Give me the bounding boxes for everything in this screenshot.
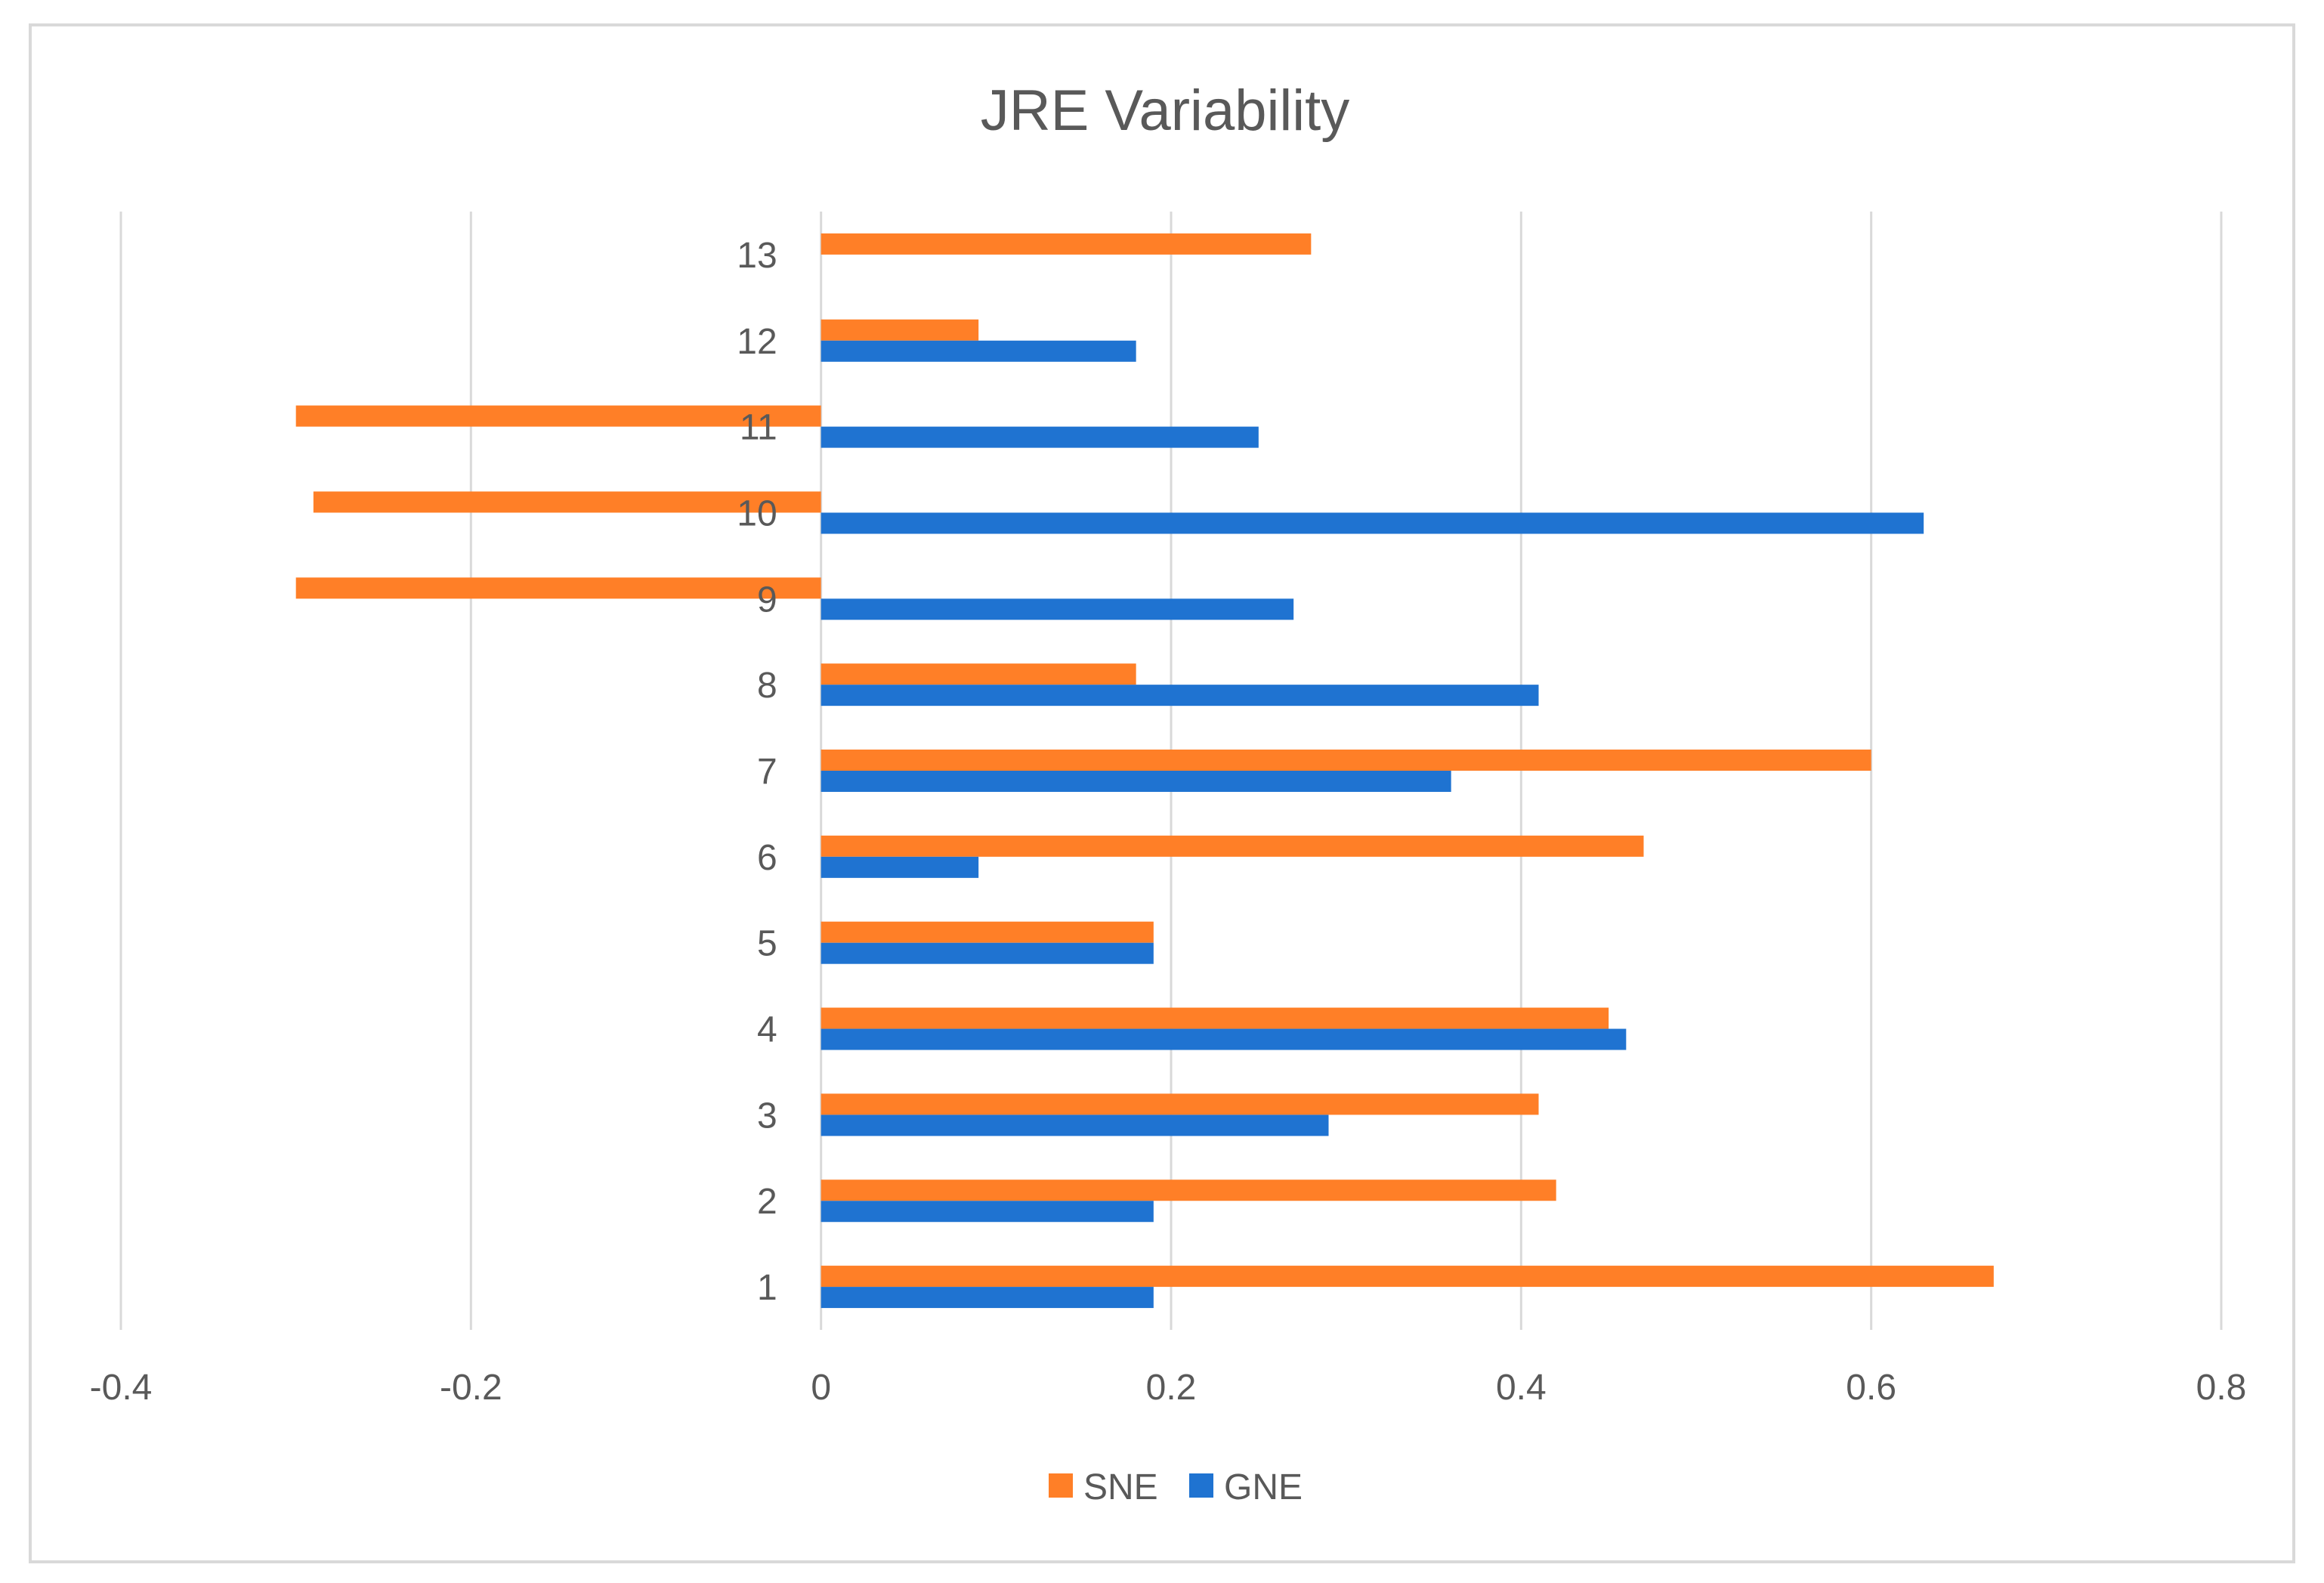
bar-gne-11	[821, 426, 1259, 448]
y-tick-label-6: 6	[757, 838, 777, 878]
y-tick-label-8: 8	[757, 666, 777, 706]
x-tick-label-2: 0	[811, 1368, 831, 1408]
bar-gne-9	[821, 598, 1294, 620]
chart-border	[29, 23, 2295, 1563]
bar-gne-8	[821, 685, 1539, 706]
bar-sne-9	[295, 577, 821, 599]
bar-sne-2	[821, 1180, 1556, 1201]
legend: SNE GNE	[1049, 1467, 1303, 1507]
x-tick-label-3: 0.2	[1146, 1368, 1197, 1408]
bar-gne-4	[821, 1028, 1627, 1050]
bar-gne-12	[821, 340, 1136, 362]
bar-sne-1	[821, 1266, 1994, 1288]
y-tick-label-1: 1	[757, 1268, 777, 1308]
x-tick-label-0: -0.4	[90, 1368, 153, 1408]
y-tick-label-4: 4	[757, 1010, 777, 1050]
bar-gne-2	[821, 1201, 1154, 1223]
bar-gne-5	[821, 942, 1154, 964]
x-tick-label-1: -0.2	[440, 1368, 502, 1408]
bar-gne-7	[821, 771, 1451, 792]
bar-sne-5	[821, 921, 1154, 943]
x-tick-label-4: 0.4	[1496, 1368, 1547, 1408]
legend-swatch-sne	[1049, 1473, 1073, 1498]
y-tick-label-13: 13	[737, 236, 777, 276]
x-tick-label-6: 0.8	[2196, 1368, 2247, 1408]
bars	[295, 233, 1994, 1309]
y-tick-label-10: 10	[737, 493, 777, 533]
y-tick-label-7: 7	[757, 752, 777, 792]
bar-gne-10	[821, 512, 1924, 534]
x-axis-tick-labels: -0.4 -0.2 0 0.2 0.4 0.6 0.8	[90, 1368, 2247, 1408]
legend-label-sne: SNE	[1083, 1467, 1158, 1507]
bar-sne-12	[821, 319, 979, 341]
bar-sne-4	[821, 1007, 1609, 1029]
y-tick-label-12: 12	[737, 322, 777, 362]
bar-sne-7	[821, 750, 1871, 771]
bar-gne-6	[821, 856, 979, 878]
y-tick-label-5: 5	[757, 924, 777, 964]
bar-sne-11	[295, 405, 821, 427]
y-tick-label-9: 9	[757, 580, 777, 620]
bar-sne-6	[821, 835, 1644, 857]
bar-sne-3	[821, 1093, 1539, 1115]
y-tick-label-3: 3	[757, 1096, 777, 1136]
y-tick-label-2: 2	[757, 1182, 777, 1222]
bar-sne-8	[821, 663, 1136, 685]
bar-sne-13	[821, 233, 1312, 255]
legend-label-gne: GNE	[1224, 1467, 1303, 1507]
x-tick-label-5: 0.6	[1846, 1368, 1896, 1408]
y-tick-label-11: 11	[740, 408, 777, 448]
bar-gne-1	[821, 1287, 1154, 1309]
bar-sne-10	[313, 491, 821, 513]
legend-swatch-gne	[1189, 1473, 1213, 1498]
bar-gne-3	[821, 1115, 1329, 1136]
chart-title: JRE Variability	[981, 79, 1350, 143]
